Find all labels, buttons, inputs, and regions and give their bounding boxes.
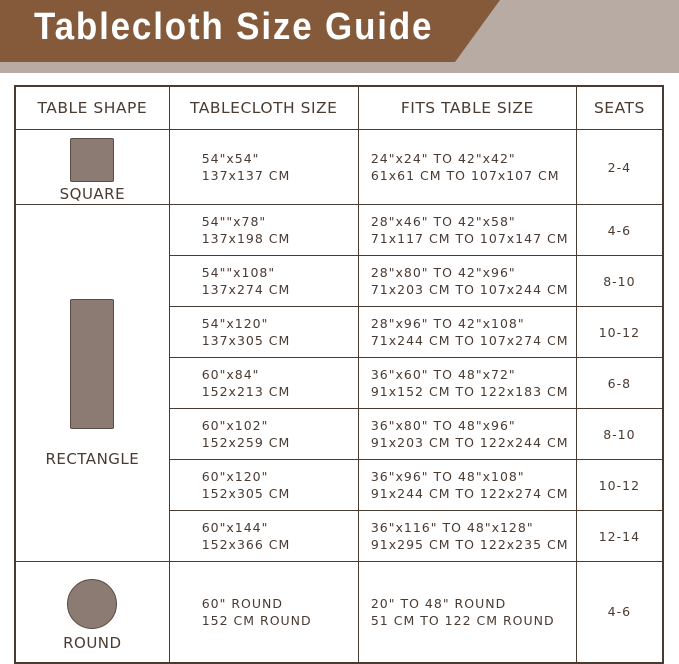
- seats-cell: 4-6: [575, 204, 664, 256]
- size-cm: 152 CM ROUND: [201, 612, 312, 628]
- size-inches: 54""x78": [201, 214, 267, 229]
- seats-cell: 8-10: [575, 408, 664, 460]
- size-guide-table: TABLE SHAPE TABLECLOTH SIZE FITS TABLE SIZ…: [14, 85, 664, 664]
- column-header: TABLE SHAPE: [14, 85, 170, 130]
- table-row: 60"x120" 152x305 CM 36"x96" TO 48"x108" 91x…: [15, 459, 664, 511]
- fits-table-cell: 24"x24" TO 42"x42" 61x61 CM TO 107x107 CM: [357, 129, 577, 205]
- size-cm: 137x198 CM: [201, 231, 291, 246]
- size-cm: 152x366 CM: [201, 537, 291, 552]
- table-row: 60"x144" 152x366 CM 36"x116" TO 48"x128" 91…: [15, 510, 664, 562]
- seats-cell: 4-6: [575, 561, 664, 663]
- fits-inches: 36"x80" TO 48"x96": [370, 418, 516, 433]
- fits-table-cell: 28"x80" TO 42"x96" 71x203 CM TO 107x244 C…: [357, 255, 577, 307]
- circle-icon: [67, 579, 118, 630]
- fits-cm: 91x152 CM TO 122x183 CM: [370, 384, 569, 399]
- seats-cell: 6-8: [575, 357, 664, 409]
- tablecloth-size-cell: 60" ROUND 152 CM ROUND: [168, 561, 359, 663]
- size-inches: 54"x54": [201, 151, 260, 166]
- shape-cell: SQUARE: [14, 129, 170, 205]
- fits-inches: 28"x96" TO 42"x108": [370, 316, 525, 331]
- fits-inches: 36"x116" TO 48"x128": [370, 520, 534, 535]
- column-header: SEATS: [575, 85, 664, 130]
- title-banner: [0, 0, 500, 62]
- table-row: 60"x84" 152x213 CM 36"x60" TO 48"x72" 91x15…: [15, 357, 664, 409]
- shape-cell: RECTANGLE: [14, 204, 170, 562]
- fits-cm: 91x295 CM TO 122x235 CM: [370, 537, 569, 552]
- size-cm: 137x274 CM: [201, 282, 291, 297]
- table-row: ROUND 60" ROUND 152 CM ROUND 20" TO 48" ROU…: [14, 561, 664, 663]
- rectangle-icon: [70, 298, 115, 429]
- size-inches: 60"x144": [201, 520, 269, 535]
- fits-table-cell: 36"x80" TO 48"x96" 91x203 CM TO 122x244 C…: [357, 408, 577, 460]
- seats-cell: 8-10: [575, 255, 664, 307]
- fits-table-cell: 36"x116" TO 48"x128" 91x295 CM TO 122x235…: [357, 510, 577, 562]
- square-icon: [70, 137, 115, 182]
- fits-cm: 71x244 CM TO 107x274 CM: [370, 333, 569, 348]
- table-row: 60"x102" 152x259 CM 36"x80" TO 48"x96" 91x2…: [15, 408, 664, 460]
- shape-cell: ROUND: [14, 561, 170, 663]
- fits-inches: 20" TO 48" ROUND: [370, 595, 507, 611]
- tablecloth-size-cell: 54"x54" 137x137 CM: [168, 129, 359, 205]
- size-cm: 137x305 CM: [201, 333, 291, 348]
- tablecloth-size-cell: 60"x144" 152x366 CM: [168, 510, 359, 562]
- size-inches: 60"x102": [201, 418, 269, 433]
- fits-cm: 51 CM TO 122 CM ROUND: [370, 612, 555, 628]
- size-inches: 60"x120": [201, 469, 269, 484]
- size-cm: 152x213 CM: [201, 384, 291, 399]
- fits-table-cell: 36"x60" TO 48"x72" 91x152 CM TO 122x183 C…: [357, 357, 577, 409]
- size-cm: 152x305 CM: [201, 486, 291, 501]
- shape-label: SQUARE: [59, 184, 126, 203]
- size-inches: 60" ROUND: [201, 595, 283, 611]
- seats-cell: 10-12: [575, 459, 664, 511]
- page-title: Tablecloth Size Guide: [34, 6, 434, 48]
- fits-cm: 61x61 CM TO 107x107 CM: [370, 168, 560, 183]
- column-header: FITS TABLE SIZE: [357, 85, 577, 130]
- table-row: SQUARE 54"x54" 137x137 CM 24"x24" TO 42"x42…: [14, 129, 664, 205]
- table-row: 54"x120" 137x305 CM 28"x96" TO 42"x108" 71x…: [15, 306, 664, 358]
- size-cm: 137x137 CM: [201, 168, 291, 183]
- seats-cell: 10-12: [575, 306, 664, 358]
- fits-table-cell: 28"x46" TO 42"x58" 71x117 CM TO 107x147 C…: [357, 204, 577, 256]
- fits-table-cell: 36"x96" TO 48"x108" 91x244 CM TO 122x274 …: [357, 459, 577, 511]
- column-header: TABLECLOTH SIZE: [168, 85, 359, 130]
- fits-inches: 28"x46" TO 42"x58": [370, 214, 516, 229]
- tablecloth-size-cell: 60"x84" 152x213 CM: [168, 357, 359, 409]
- size-cm: 152x259 CM: [201, 435, 291, 450]
- fits-cm: 71x203 CM TO 107x244 CM: [370, 282, 569, 297]
- fits-cm: 91x203 CM TO 122x244 CM: [370, 435, 569, 450]
- tablecloth-size-cell: 60"x102" 152x259 CM: [168, 408, 359, 460]
- fits-table-cell: 28"x96" TO 42"x108" 71x244 CM TO 107x274 …: [357, 306, 577, 358]
- tablecloth-size-cell: 60"x120" 152x305 CM: [168, 459, 359, 511]
- fits-cm: 91x244 CM TO 122x274 CM: [370, 486, 569, 501]
- fits-inches: 36"x60" TO 48"x72": [370, 367, 516, 382]
- table-row: RECTANGLE 54""x78" 137x198 CM 28"x46" TO 42…: [14, 204, 664, 562]
- tablecloth-size-cell: 54""x108" 137x274 CM: [168, 255, 359, 307]
- fits-inches: 36"x96" TO 48"x108": [370, 469, 525, 484]
- table-row: 54""x108" 137x274 CM 28"x80" TO 42"x96" 71x…: [15, 255, 664, 307]
- shape-label: ROUND: [63, 634, 122, 653]
- fits-inches: 28"x80" TO 42"x96": [370, 265, 516, 280]
- tablecloth-size-cell: 54"x120" 137x305 CM: [168, 306, 359, 358]
- seats-cell: 2-4: [575, 129, 664, 205]
- seats-cell: 12-14: [575, 510, 664, 562]
- size-inches: 54"x120": [201, 316, 269, 331]
- size-inches: 60"x84": [201, 367, 260, 382]
- shape-label: RECTANGLE: [45, 449, 140, 468]
- tablecloth-size-cell: 54""x78" 137x198 CM: [168, 204, 359, 256]
- fits-inches: 24"x24" TO 42"x42": [370, 151, 516, 166]
- fits-table-cell: 20" TO 48" ROUND 51 CM TO 122 CM ROUND: [357, 561, 577, 663]
- fits-cm: 71x117 CM TO 107x147 CM: [370, 231, 569, 246]
- size-inches: 54""x108": [201, 265, 276, 280]
